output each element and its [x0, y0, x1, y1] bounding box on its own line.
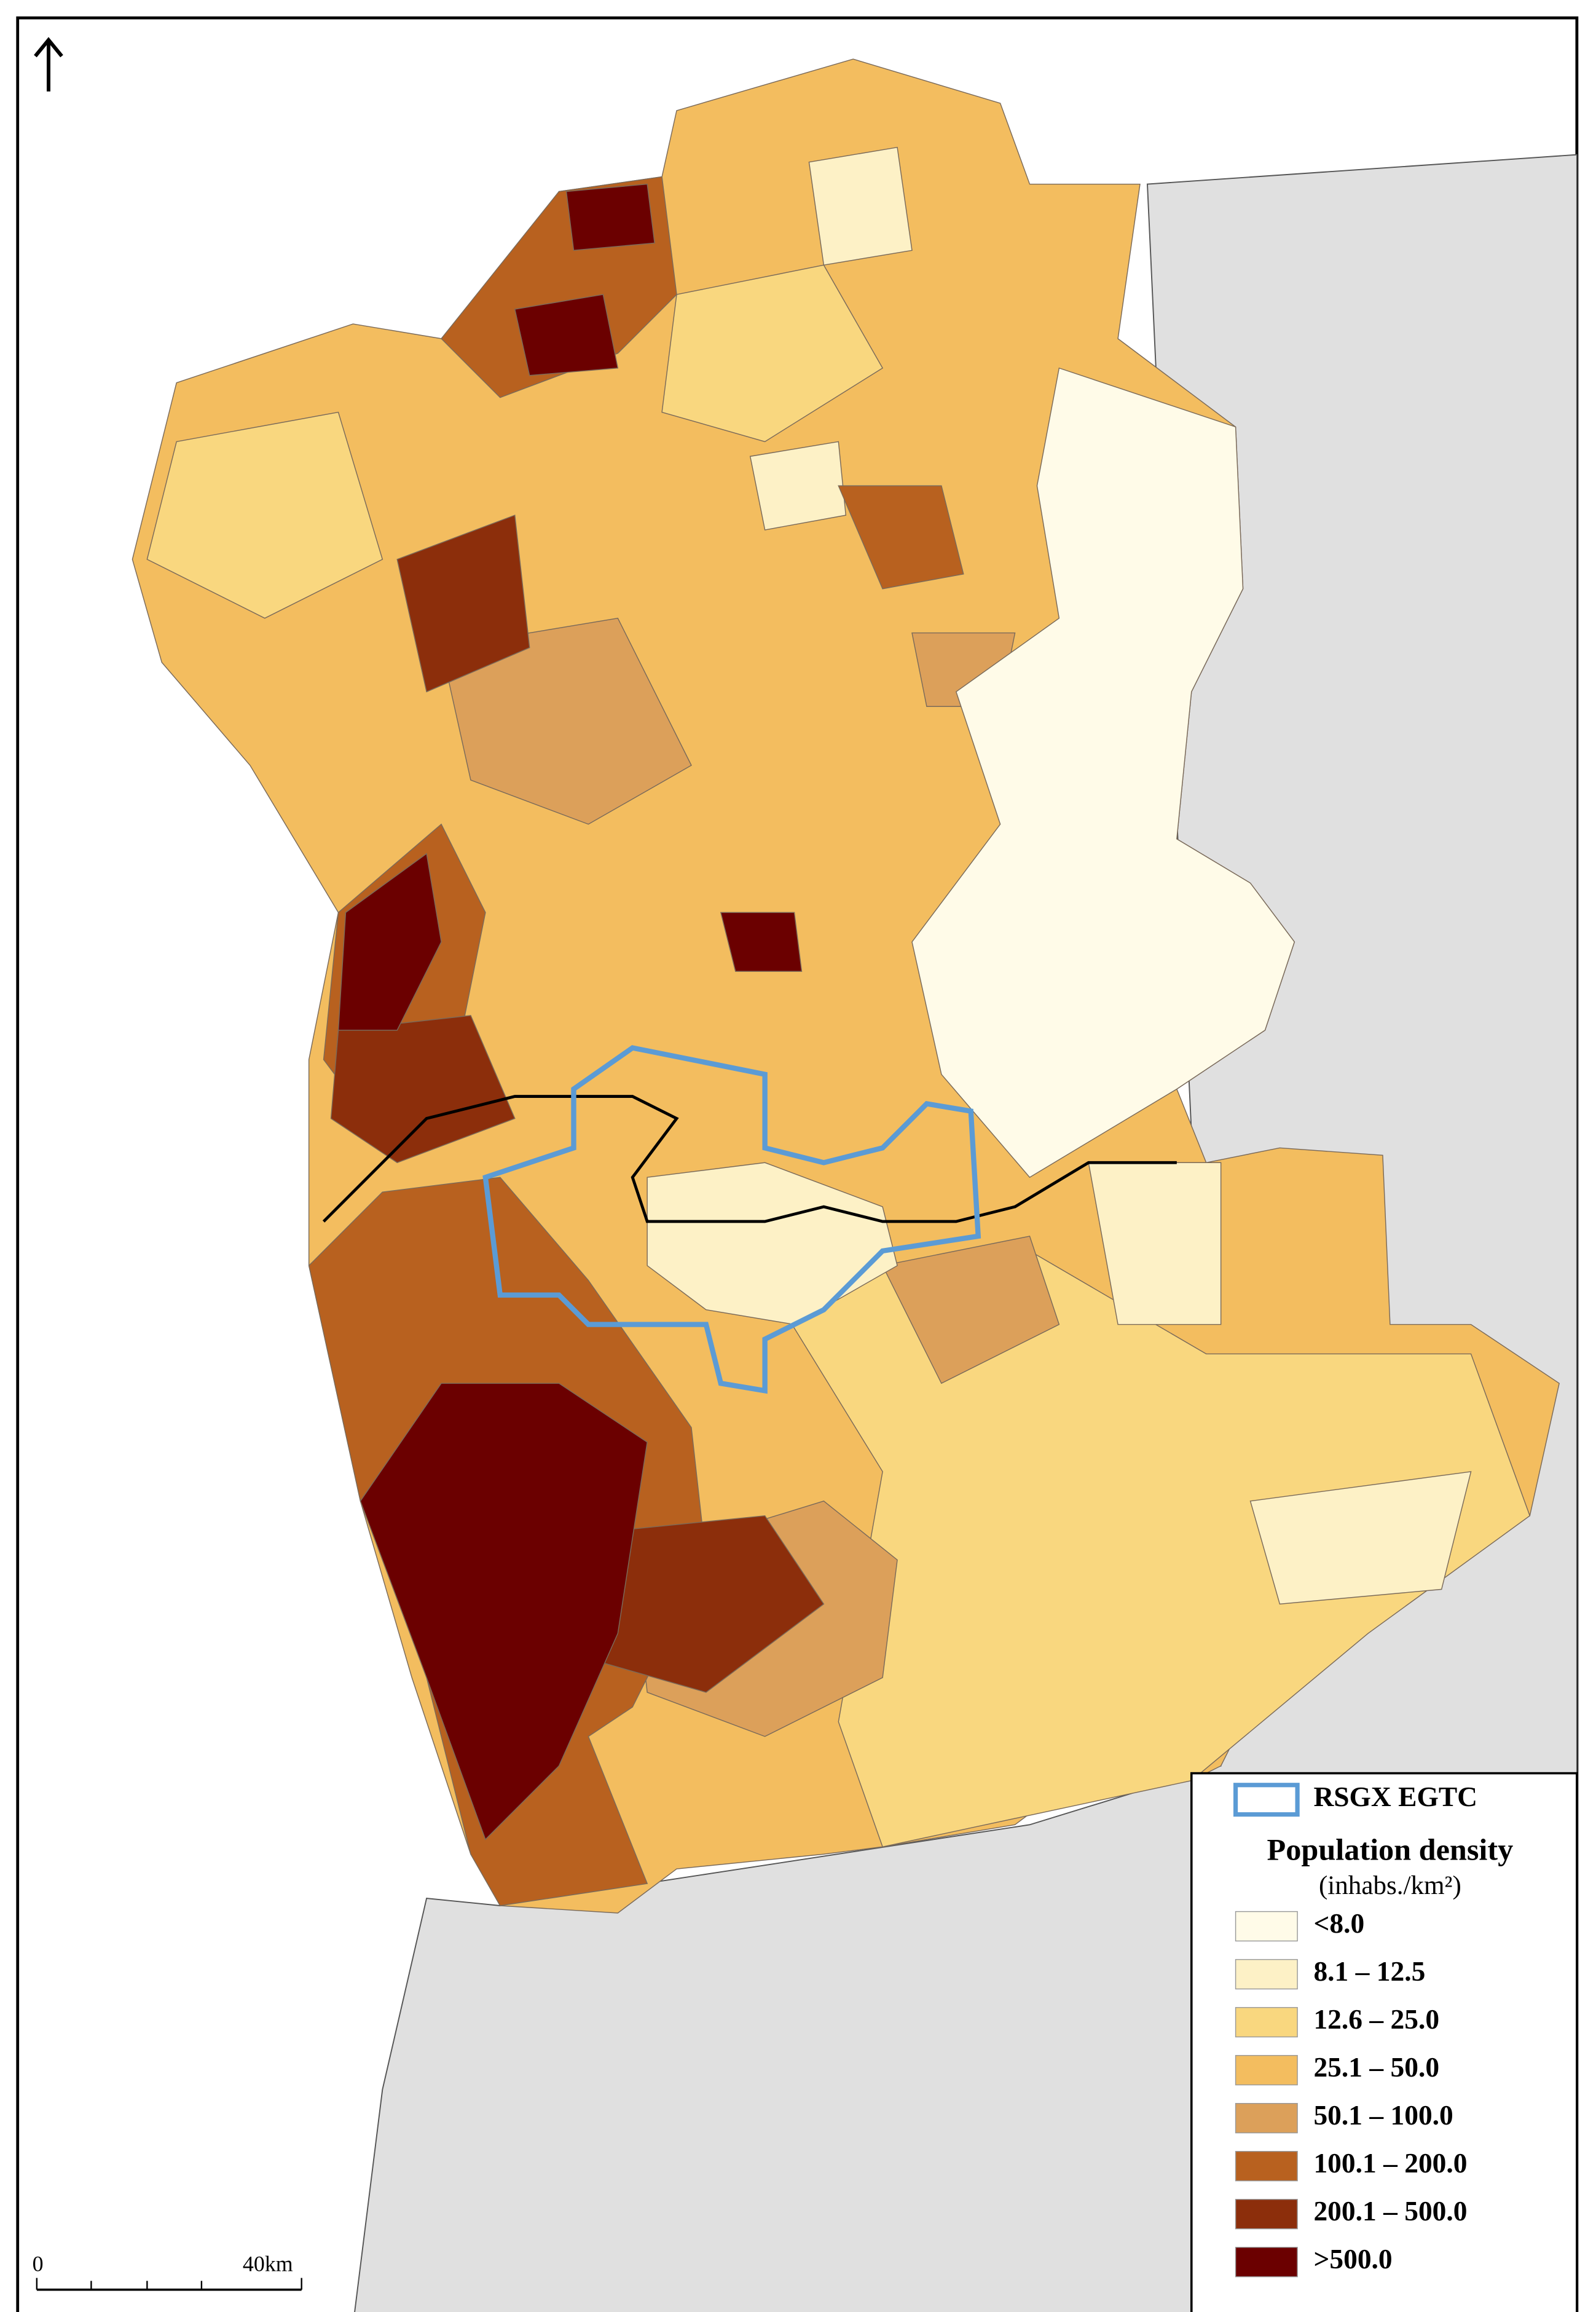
north-arrow-head — [34, 37, 63, 58]
legend-label: <8.0 — [1313, 1908, 1364, 1939]
region — [330, 1015, 516, 1164]
legend-swatch — [1235, 2247, 1298, 2278]
region — [838, 485, 964, 590]
legend-label: 200.1 – 500.0 — [1313, 2195, 1467, 2227]
legend-swatch — [1235, 2006, 1298, 2038]
legend-label: 100.1 – 200.0 — [1313, 2147, 1467, 2179]
scale-start: 0 — [33, 2252, 44, 2276]
egtc-label: RSGX EGTC — [1313, 1781, 1477, 1812]
region — [720, 912, 803, 972]
legend: RSGX EGTC Population density (inhabs./km… — [1190, 1772, 1578, 2312]
border-line — [322, 1095, 1177, 1223]
legend-swatch — [1235, 2102, 1298, 2134]
region — [808, 146, 913, 266]
region — [337, 853, 442, 1031]
egtc-swatch — [1233, 1783, 1300, 1817]
scale-end: 40km — [243, 2252, 293, 2276]
region — [396, 515, 530, 693]
legend-label: >500.0 — [1313, 2243, 1392, 2275]
region — [146, 411, 383, 619]
region — [882, 1236, 1060, 1384]
region — [360, 1383, 648, 1841]
legend-label: 8.1 – 12.5 — [1313, 1955, 1425, 1987]
region — [1249, 1471, 1472, 1605]
legend-swatch — [1235, 1911, 1298, 1942]
region — [647, 1162, 898, 1325]
legend-label: 50.1 – 100.0 — [1313, 2099, 1453, 2131]
region — [565, 183, 655, 251]
egtc-outline — [482, 1045, 981, 1394]
scale-bar: 0 40km — [33, 2252, 302, 2291]
legend-swatch — [1235, 2199, 1298, 2230]
legend-swatch — [1235, 2054, 1298, 2086]
legend-unit: (inhabs./km²) — [1319, 1871, 1461, 1900]
region — [441, 617, 692, 825]
region — [514, 294, 619, 376]
region — [661, 264, 884, 443]
legend-title: Population density — [1267, 1832, 1514, 1866]
legend-swatch — [1235, 2151, 1298, 2182]
region — [911, 367, 1295, 1178]
legend-swatch — [1235, 1959, 1298, 1990]
legend-label: 25.1 – 50.0 — [1313, 2051, 1439, 2083]
north-arrow — [34, 37, 63, 92]
region — [749, 441, 847, 531]
legend-label: 12.6 – 25.0 — [1313, 2003, 1439, 2035]
